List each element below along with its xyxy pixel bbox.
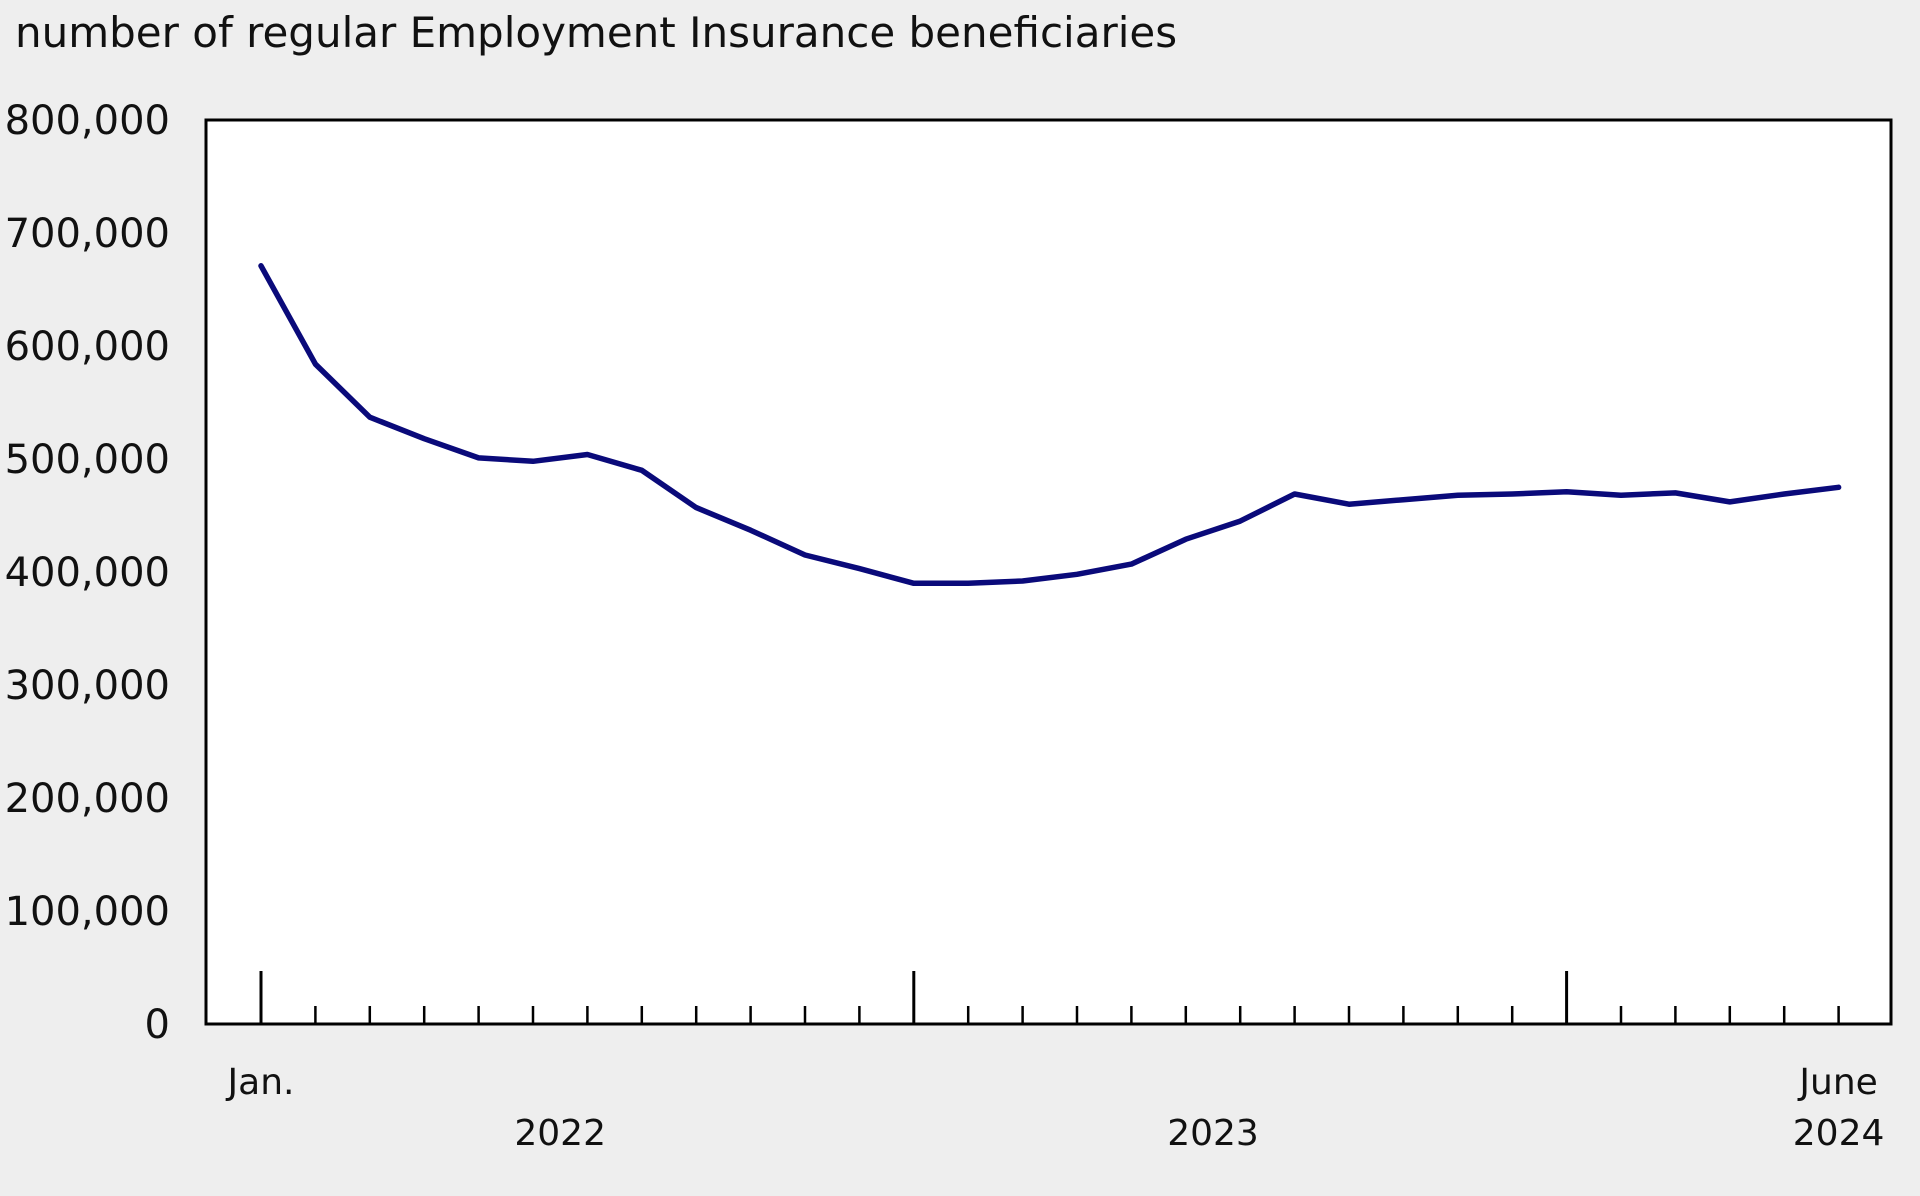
data-point bbox=[967, 582, 969, 584]
data-point bbox=[1022, 580, 1024, 582]
y-tick-label: 300,000 bbox=[5, 663, 170, 709]
data-point bbox=[1566, 491, 1568, 493]
data-point bbox=[1838, 486, 1840, 488]
y-tick-labels: 0 100,000 200,000 300,000 400,000 500,000 600,… bbox=[5, 98, 170, 1048]
data-point bbox=[1294, 493, 1296, 495]
data-point bbox=[1729, 501, 1731, 503]
data-point bbox=[314, 363, 316, 365]
plot-area bbox=[204, 118, 1893, 1026]
data-point bbox=[1620, 494, 1622, 496]
data-point bbox=[695, 507, 697, 509]
data-point bbox=[1348, 503, 1350, 505]
x-month-label: June bbox=[1797, 1062, 1877, 1103]
data-point bbox=[750, 529, 752, 531]
x-year-label: 2023 bbox=[1167, 1113, 1259, 1154]
data-point bbox=[260, 265, 262, 267]
y-tick-label: 400,000 bbox=[5, 550, 170, 596]
y-tick-label: 600,000 bbox=[5, 324, 170, 370]
data-point bbox=[369, 416, 371, 418]
series-line bbox=[258, 263, 1842, 587]
data-point bbox=[586, 453, 588, 455]
y-tick-label: 0 bbox=[145, 1002, 170, 1048]
x-year-label: 2024 bbox=[1793, 1113, 1885, 1154]
x-month-label: Jan. bbox=[226, 1062, 295, 1103]
x-axis-ticks bbox=[259, 971, 1840, 1024]
y-tick-label: 700,000 bbox=[5, 211, 170, 257]
data-point bbox=[1783, 493, 1785, 495]
y-tick-label: 500,000 bbox=[5, 437, 170, 483]
data-point bbox=[641, 469, 643, 471]
data-point bbox=[1402, 499, 1404, 501]
data-point bbox=[1185, 538, 1187, 540]
data-point bbox=[1076, 573, 1078, 575]
x-year-label: 2022 bbox=[514, 1113, 606, 1154]
data-point bbox=[1130, 563, 1132, 565]
data-point bbox=[1674, 492, 1676, 494]
data-point bbox=[858, 568, 860, 570]
y-axis-label: number of regular Employment Insurance b… bbox=[15, 8, 1177, 57]
y-tick-label: 800,000 bbox=[5, 98, 170, 144]
y-tick-label: 200,000 bbox=[5, 776, 170, 822]
data-point bbox=[478, 457, 480, 459]
data-point bbox=[1239, 520, 1241, 522]
y-tick-label: 100,000 bbox=[5, 889, 170, 935]
data-point bbox=[423, 438, 425, 440]
data-point bbox=[913, 582, 915, 584]
data-point bbox=[1457, 494, 1459, 496]
data-point bbox=[804, 554, 806, 556]
data-point bbox=[1511, 493, 1513, 495]
x-tick-labels: Jan. June 2022 2023 2024 bbox=[226, 1062, 1885, 1154]
data-point bbox=[532, 460, 534, 462]
series-layer bbox=[258, 263, 1842, 587]
